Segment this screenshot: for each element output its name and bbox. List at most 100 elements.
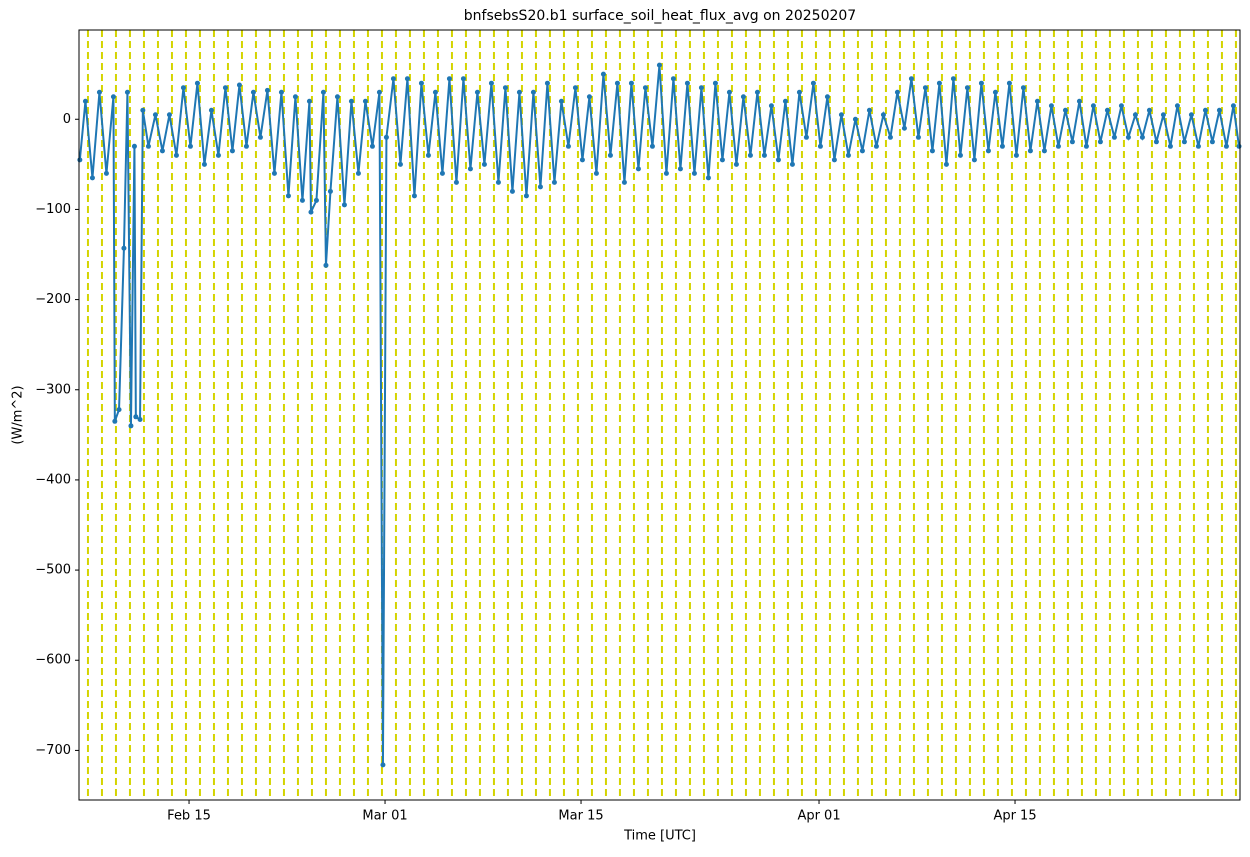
- plot-frame: [78, 29, 1241, 801]
- y-tick-label: −100: [35, 202, 71, 217]
- data-point: [257, 134, 263, 140]
- data-point: [635, 166, 641, 172]
- data-point: [1083, 143, 1089, 149]
- data-point: [516, 89, 522, 95]
- data-point: [537, 184, 543, 190]
- data-point: [383, 134, 389, 140]
- data-point: [887, 134, 893, 140]
- data-point: [488, 80, 494, 86]
- data-point: [159, 148, 165, 154]
- data-point: [691, 170, 697, 176]
- data-point: [110, 94, 116, 100]
- data-point: [789, 161, 795, 167]
- data-point: [397, 161, 403, 167]
- data-point: [768, 103, 774, 109]
- data-point: [908, 76, 914, 82]
- data-point: [593, 170, 599, 176]
- data-point: [817, 143, 823, 149]
- data-point: [369, 143, 375, 149]
- data-point: [1209, 139, 1215, 145]
- data-point: [670, 76, 676, 82]
- data-point: [607, 152, 613, 158]
- data-point: [112, 418, 118, 424]
- data-point: [859, 148, 865, 154]
- data-point: [1181, 139, 1187, 145]
- data-point: [551, 179, 557, 185]
- data-point: [404, 76, 410, 82]
- data-point: [579, 157, 585, 163]
- data-point: [663, 170, 669, 176]
- data-point: [642, 85, 648, 91]
- data-point: [726, 89, 732, 95]
- data-point: [999, 143, 1005, 149]
- data-point: [131, 143, 137, 149]
- data-point: [1027, 148, 1033, 154]
- y-tick-label: −700: [35, 743, 71, 758]
- data-point: [614, 80, 620, 86]
- data-point: [121, 245, 127, 251]
- data-point: [432, 89, 438, 95]
- data-point: [481, 161, 487, 167]
- data-point: [96, 89, 102, 95]
- data-point: [747, 152, 753, 158]
- data-point: [215, 152, 221, 158]
- y-tick-label: −400: [35, 472, 71, 487]
- data-point: [677, 166, 683, 172]
- y-tick-label: −200: [35, 292, 71, 307]
- data-point: [313, 197, 319, 203]
- data-point: [1188, 112, 1194, 118]
- data-point: [705, 175, 711, 181]
- data-point: [1069, 139, 1075, 145]
- data-point: [1223, 143, 1229, 149]
- chart-title: bnfsebsS20.b1 surface_soil_heat_flux_avg…: [464, 8, 856, 24]
- data-point: [1174, 103, 1180, 109]
- data-point: [978, 80, 984, 86]
- data-point: [495, 179, 501, 185]
- data-point: [1097, 139, 1103, 145]
- data-point: [334, 94, 340, 100]
- data-point: [1167, 143, 1173, 149]
- data-point: [327, 188, 333, 194]
- data-point: [166, 112, 172, 118]
- data-point: [880, 112, 886, 118]
- data-point: [201, 161, 207, 167]
- data-point: [1076, 98, 1082, 104]
- data-point: [439, 170, 445, 176]
- y-tick-label: −600: [35, 653, 71, 668]
- data-point: [1153, 139, 1159, 145]
- data-point: [1236, 143, 1242, 149]
- data-point: [873, 143, 879, 149]
- x-axis-label: Time [UTC]: [623, 829, 696, 844]
- data-point: [740, 94, 746, 100]
- data-point: [1055, 143, 1061, 149]
- data-point: [1195, 143, 1201, 149]
- data-point: [698, 85, 704, 91]
- data-point: [824, 94, 830, 100]
- data-point: [782, 98, 788, 104]
- data-point: [502, 85, 508, 91]
- data-point: [145, 143, 151, 149]
- data-point: [89, 175, 95, 181]
- data-point: [323, 262, 329, 268]
- data-point: [929, 148, 935, 154]
- data-point: [285, 193, 291, 199]
- data-point: [957, 152, 963, 158]
- data-point: [936, 80, 942, 86]
- data-point: [103, 170, 109, 176]
- data-point: [992, 89, 998, 95]
- y-axis-label: (W/m^2): [11, 385, 26, 444]
- data-point: [77, 157, 83, 163]
- data-point: [133, 414, 139, 420]
- data-point: [796, 89, 802, 95]
- data-point: [971, 157, 977, 163]
- x-tick-label: Mar 15: [558, 809, 603, 824]
- y-tick-label: 0: [63, 112, 71, 127]
- data-point: [509, 188, 515, 194]
- data-point: [1034, 98, 1040, 104]
- data-point: [523, 193, 529, 199]
- data-point: [1090, 103, 1096, 109]
- data-point: [320, 89, 326, 95]
- data-point: [621, 179, 627, 185]
- data-point: [754, 89, 760, 95]
- data-point: [380, 762, 386, 768]
